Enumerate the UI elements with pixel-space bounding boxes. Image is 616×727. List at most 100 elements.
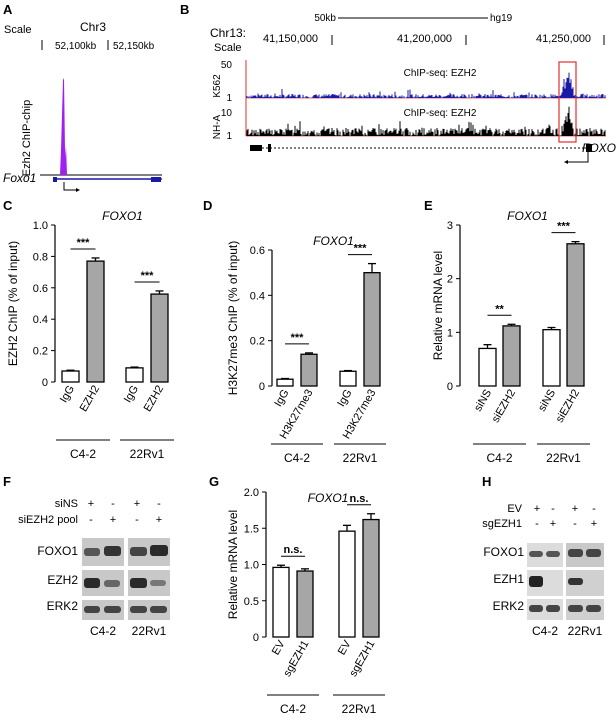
- chart-c-title: FOXO1: [102, 209, 143, 223]
- chart-e-category-label: siNS: [536, 388, 558, 414]
- panel-f-label: F: [3, 474, 11, 489]
- chart-d-ylabel: H3K27me3 ChIP (% of input): [226, 241, 240, 396]
- panel-f-sign-2-1: -: [89, 514, 93, 526]
- panel-f-band: [84, 578, 100, 588]
- chart-e-ytick-label: 0: [447, 381, 453, 393]
- panel-c-label: C: [3, 198, 13, 213]
- chart-c-ytick-label: 0.4: [33, 314, 48, 326]
- panel-b-nha-bottom: 1: [226, 131, 232, 142]
- panel-f-row-sins: siNS: [55, 498, 78, 510]
- chart-c-category-label: IgG: [122, 384, 141, 405]
- panel-f-sign-1-1: +: [88, 498, 94, 510]
- chart-c-category-label: EZH2: [78, 384, 102, 414]
- panel-h-sign-2-4: +: [591, 518, 597, 530]
- panel-b-k562-name: K562: [212, 74, 223, 98]
- chart-e-group-label: 22Rv1: [546, 451, 581, 465]
- panel-a-scale-label: Scale: [4, 24, 32, 36]
- panel-a-gene-label: Foxo1: [3, 171, 36, 185]
- panel-f-sign-1-2: -: [111, 498, 115, 510]
- panel-h-band: [529, 551, 543, 557]
- panel-h-blot-ezh1: EZH1: [493, 572, 524, 586]
- chart-d-ytick-label: 0: [259, 381, 265, 393]
- panel-h-sign-1-4: -: [592, 503, 596, 515]
- panel-h-sign-2-2: +: [550, 518, 556, 530]
- chart-e-ytick-label: 2: [447, 274, 453, 286]
- chart-d-category-label: IgG: [335, 388, 354, 409]
- panel-f-membrane-erk2-c42: [82, 600, 124, 620]
- panel-h: H EV sgEZH1 + - + - - + - + FOXO1 EZH1 E…: [482, 474, 604, 638]
- panel-a-ylabel: Ezh2 ChIP-chip: [21, 100, 33, 176]
- chart-e-ytick-label: 3: [447, 220, 453, 232]
- panel-f-cell-22rv1: 22Rv1: [132, 624, 167, 638]
- panel-b-tss-arrow: [568, 152, 589, 163]
- panel-f-band: [130, 578, 147, 588]
- panel-f-band: [150, 580, 166, 586]
- signal-trace: [246, 72, 606, 98]
- panel-h-row-sgezh1: sgEZH1: [482, 518, 522, 530]
- panel-h-cell-c42: C4-2: [532, 624, 558, 638]
- panel-a-exon-right: [151, 177, 161, 182]
- chart-d-bar: [276, 378, 294, 387]
- panel-f-band: [150, 606, 167, 613]
- panel-b-exon-mid: [268, 144, 271, 152]
- panel-a-tss-arrowhead: [76, 188, 80, 192]
- chart-c-bar: [61, 370, 80, 383]
- panel-b-chr-label: Chr13:: [210, 26, 246, 40]
- chart-e-category-label: siNS: [472, 388, 494, 414]
- chart-g-significance-label: n.s.: [350, 493, 369, 505]
- chart-g-bar: [338, 530, 356, 638]
- chart-c-bar: [86, 260, 105, 383]
- chart-e-title: FOXO1: [507, 209, 548, 223]
- chart-e-bar: [542, 328, 561, 387]
- chart-c-category-label: IgG: [58, 384, 77, 405]
- chart-d-ytick-label: 0.6: [250, 245, 265, 257]
- chart-d-bar: [339, 370, 357, 387]
- panel-f-sign-1-4: -: [157, 498, 161, 510]
- chart-g-title: FOXO1: [308, 491, 349, 505]
- panel-f-membrane-erk2-22rv1: [128, 600, 170, 620]
- panel-h-membrane-erk2-c42: [527, 599, 563, 620]
- panel-h-sign-1-1: +: [534, 503, 540, 515]
- panel-f-sign-1-3: +: [134, 498, 140, 510]
- panel-f-blot-foxo1: FOXO1: [37, 544, 78, 558]
- panel-e-label: E: [424, 198, 433, 213]
- panel-f-band: [130, 606, 147, 613]
- panel-b-k562-signal: [246, 72, 606, 98]
- chart-c-bar: [125, 367, 144, 383]
- chart-c-group-label: 22Rv1: [130, 447, 165, 461]
- panel-h-band: [568, 578, 583, 585]
- panel-a-chip-peak-2: [64, 145, 67, 175]
- chart-e-category-label: siEZH2: [490, 388, 518, 425]
- panel-b-gene-label: FOXO1: [582, 141, 616, 155]
- panel-a-tick-label-2: 52,150kb: [113, 41, 155, 52]
- panel-h-membrane-erk2-22rv1: [566, 599, 604, 620]
- panel-b-tick-label-1: 41,150,000: [263, 33, 318, 45]
- chart-c-category-label: EZH2: [142, 384, 166, 414]
- panel-f-cell-c42: C4-2: [90, 624, 116, 638]
- chart-d-bar: [300, 353, 318, 387]
- panel-h-band: [568, 605, 583, 612]
- chart-c-ytick-label: 0.2: [33, 346, 48, 358]
- panel-b: B 50kb hg19 Chr13: Scale 41,150,000 41,2…: [180, 2, 616, 164]
- signal-trace: [246, 106, 606, 136]
- chart-e-bar: [502, 325, 521, 387]
- chart-c-significance-label: ***: [141, 270, 155, 282]
- panel-a-chip-peak: [60, 78, 66, 175]
- chart-g-significance-label: n.s.: [284, 544, 303, 556]
- panel-h-sign-2-3: -: [573, 518, 577, 530]
- chart-g-category-label: EV: [336, 638, 354, 657]
- chart-g-ytick-label: 1.0: [244, 560, 259, 572]
- panel-a-chr-label: Chr3: [80, 20, 106, 34]
- panel-b-label: B: [180, 2, 189, 17]
- chart-d-significance-label: ***: [291, 332, 305, 344]
- chart-g-ytick-label: 2.0: [244, 487, 259, 499]
- panel-h-band: [586, 549, 601, 557]
- panel-f-band: [104, 606, 121, 613]
- panel-f-blot-erk2: ERK2: [47, 599, 79, 613]
- panel-f: F siNS siEZH2 pool + - + - - + - + FOXO1…: [3, 474, 170, 638]
- chart-c-group-label: C4-2: [70, 447, 96, 461]
- panel-f-band: [84, 606, 100, 613]
